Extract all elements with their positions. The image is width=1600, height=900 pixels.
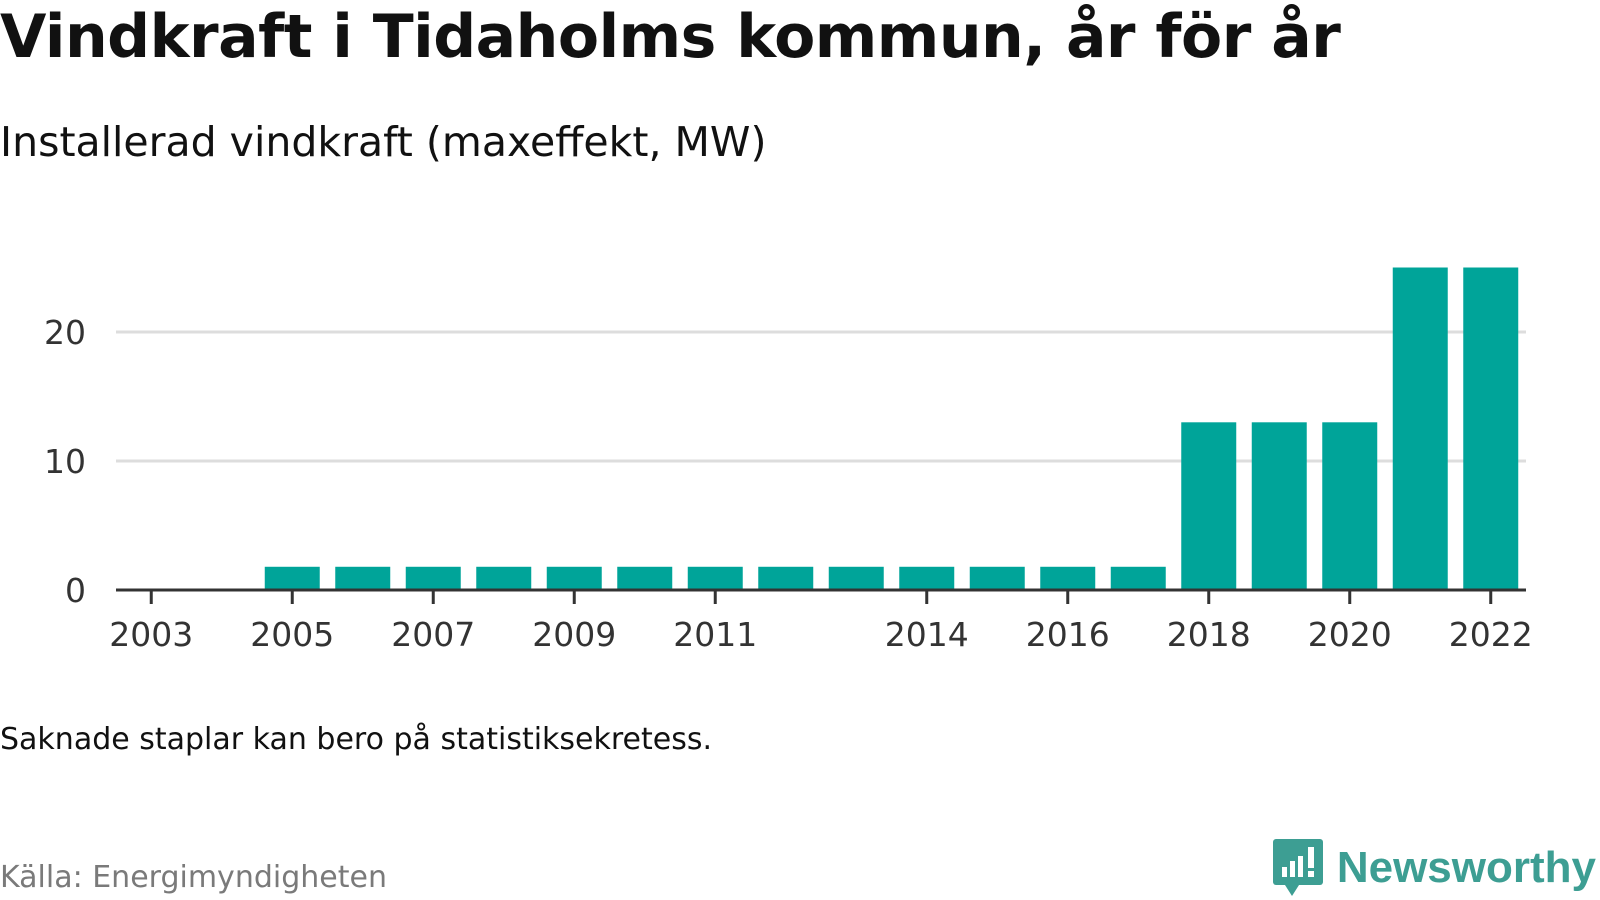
bar-2007 [405, 566, 461, 590]
newsworthy-logo-icon [1272, 839, 1323, 896]
bar-2020 [1322, 422, 1378, 590]
bar-2013 [828, 566, 884, 590]
x-tick-label: 2014 [885, 615, 969, 654]
source-text: Källa: Energimyndigheten [0, 860, 387, 895]
bars [264, 267, 1519, 590]
bar-2015 [969, 566, 1025, 590]
brand-logo: Newsworthy [1272, 838, 1596, 898]
bar-2010 [617, 566, 673, 590]
chart-title: Vindkraft i Tidaholms kommun, år för år [0, 2, 1341, 72]
x-tick-label: 2020 [1308, 615, 1392, 654]
bar-2011 [687, 566, 743, 590]
x-tick-label: 2007 [391, 615, 475, 654]
brand-name: Newsworthy [1336, 843, 1596, 892]
x-axis [116, 588, 1526, 604]
bar-2005 [264, 566, 320, 590]
x-axis-labels: 2003 2005 2007 2009 2011 2014 2016 2018 2020 2022 [109, 615, 1532, 654]
x-tick-label: 2003 [109, 615, 193, 654]
y-tick-label: 20 [44, 313, 86, 352]
bar-2022 [1463, 267, 1519, 590]
footnote: Saknade staplar kan bero på statistiksek… [0, 722, 713, 757]
bar-2009 [546, 566, 602, 590]
grid-lines [116, 330, 1526, 463]
x-tick-label: 2016 [1026, 615, 1110, 654]
chart-subtitle: Installerad vindkraft (maxeffekt, MW) [0, 118, 767, 166]
x-tick-label: 2005 [250, 615, 334, 654]
y-tick-label: 0 [65, 571, 86, 610]
y-tick-label: 10 [44, 442, 86, 481]
x-tick-label: 2009 [532, 615, 616, 654]
bar-2016 [1040, 566, 1096, 590]
bar-2021 [1392, 267, 1448, 590]
bar-2006 [335, 566, 391, 590]
bar-2008 [476, 566, 532, 590]
bar-2019 [1251, 422, 1307, 590]
bar-2014 [899, 566, 955, 590]
y-axis-labels: 0 10 20 [44, 313, 86, 610]
bar-2018 [1181, 422, 1237, 590]
x-tick-label: 2018 [1167, 615, 1251, 654]
bar-2017 [1110, 566, 1166, 590]
x-tick-label: 2022 [1449, 615, 1533, 654]
x-tick-label: 2011 [673, 615, 757, 654]
bar-2012 [758, 566, 814, 590]
